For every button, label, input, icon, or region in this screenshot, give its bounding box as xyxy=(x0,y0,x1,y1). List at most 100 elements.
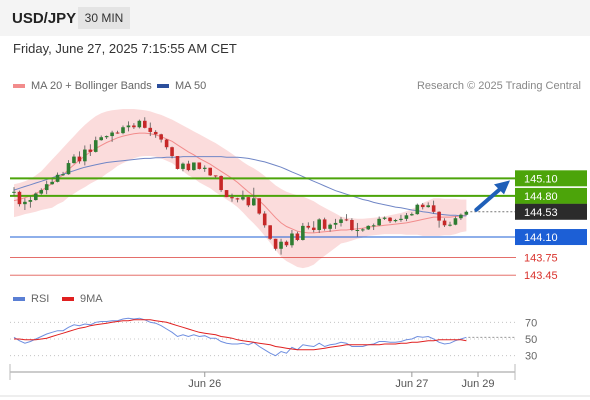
rsi-tick-label: 30 xyxy=(525,351,537,363)
legend-ma50: MA 50 xyxy=(157,80,206,92)
candle-body xyxy=(268,225,272,239)
candle-body xyxy=(110,132,114,137)
time-axis: Jun 26 Jun 27 Jun 29 xyxy=(0,364,590,397)
candle-body xyxy=(23,201,27,205)
timeframe-button[interactable]: 30 MIN xyxy=(78,7,130,29)
candles xyxy=(12,117,469,255)
candle-body xyxy=(170,147,174,157)
legend-rsi-ma: 9MA xyxy=(62,293,103,305)
arrow-head xyxy=(494,180,510,195)
candle-body xyxy=(415,204,420,215)
candle-body xyxy=(426,205,430,208)
candle-body xyxy=(241,197,245,200)
candle-body xyxy=(442,220,447,226)
candle-body xyxy=(317,219,321,230)
candle-body xyxy=(290,233,294,246)
candle-body xyxy=(224,190,229,198)
bollinger-bands xyxy=(14,109,467,269)
legend-ma20-label: MA 20 + Bollinger Bands xyxy=(31,80,152,92)
bollinger-band-area xyxy=(14,109,467,269)
candle-body xyxy=(333,222,338,225)
candle-body xyxy=(464,211,469,215)
resistance-tag xyxy=(515,187,587,204)
candle-body xyxy=(77,156,82,162)
legend-rsi: RSI xyxy=(13,293,49,305)
rsi-line xyxy=(13,317,467,357)
candle-body xyxy=(213,175,218,177)
candle-body xyxy=(61,174,65,176)
candle-body xyxy=(219,175,223,191)
candle-body xyxy=(328,224,332,229)
ma50-line xyxy=(13,156,467,217)
forecast-arrow xyxy=(474,180,510,212)
moving-averages xyxy=(13,132,467,234)
pivot-tag xyxy=(515,229,587,246)
symbol-label: USD/JPY xyxy=(12,10,77,27)
candle-body xyxy=(382,217,387,219)
candle-body xyxy=(339,219,343,223)
candle-body xyxy=(420,204,425,208)
candle-body xyxy=(306,225,311,228)
candle-body xyxy=(39,190,44,194)
rsi-panel: 70 50 30 xyxy=(10,317,537,363)
candle-body xyxy=(50,181,54,185)
candle-body xyxy=(28,200,33,202)
candle-body xyxy=(99,137,103,141)
candle-body xyxy=(377,218,381,226)
rsi-ma-line xyxy=(14,319,467,351)
resistance-label: 144.80 xyxy=(524,191,558,203)
candle-body xyxy=(126,125,131,128)
candle-body xyxy=(322,219,327,229)
candle-body xyxy=(88,149,93,152)
candle-body xyxy=(257,198,262,214)
candle-body xyxy=(246,197,251,206)
candle-body xyxy=(252,198,256,206)
candle-body xyxy=(148,127,153,132)
source-label: Research © 2025 Trading Central xyxy=(416,80,581,92)
candle-body xyxy=(121,127,125,134)
time-tick-label: Jun 29 xyxy=(461,378,494,390)
candle-body xyxy=(197,162,202,169)
candle-body xyxy=(83,149,87,162)
candle-body xyxy=(175,156,180,169)
support-label: 143.45 xyxy=(524,270,558,282)
candle-body xyxy=(284,241,289,246)
ma50-swatch xyxy=(157,84,169,89)
candle-body xyxy=(115,132,120,134)
support-label: 143.75 xyxy=(524,253,558,265)
candle-body xyxy=(44,184,49,191)
legend-rsi-label: RSI xyxy=(31,293,50,305)
candle-body xyxy=(279,241,283,249)
candle-body xyxy=(230,197,234,199)
rsi-ma-swatch xyxy=(62,297,74,302)
rsi-tick-label: 50 xyxy=(525,334,537,346)
candle-body xyxy=(388,217,392,222)
candle-body xyxy=(437,211,441,221)
candle-body xyxy=(448,224,452,226)
candle-body xyxy=(164,139,169,148)
candle-body xyxy=(399,218,403,221)
candle-body xyxy=(192,162,196,171)
candle-body xyxy=(410,214,414,216)
legend-ma50-label: MA 50 xyxy=(175,80,207,92)
rsi-swatch xyxy=(13,297,25,302)
candle-body xyxy=(12,191,16,193)
candle-body xyxy=(55,174,60,182)
time-tick-label: Jun 26 xyxy=(188,378,221,390)
last-price-label: 144.53 xyxy=(524,207,558,219)
candle-body xyxy=(311,227,316,230)
candle-body xyxy=(344,219,349,221)
candle-body xyxy=(104,136,109,138)
ma20-swatch xyxy=(13,84,25,89)
legend-ma20: MA 20 + Bollinger Bands xyxy=(13,80,152,92)
timestamp: Friday, June 27, 2025 7:15:55 AM CET xyxy=(13,41,237,56)
candle-body xyxy=(93,140,98,152)
price-levels: 145.10 144.80 144.53 144.10 143.75 143.45 xyxy=(10,170,587,282)
arrow-shaft xyxy=(474,185,504,212)
ma20-line xyxy=(13,132,467,234)
resistance-tag xyxy=(515,170,587,187)
candle-body xyxy=(431,205,436,212)
candle-body xyxy=(159,134,163,140)
rsi-tick-label: 70 xyxy=(525,317,537,329)
